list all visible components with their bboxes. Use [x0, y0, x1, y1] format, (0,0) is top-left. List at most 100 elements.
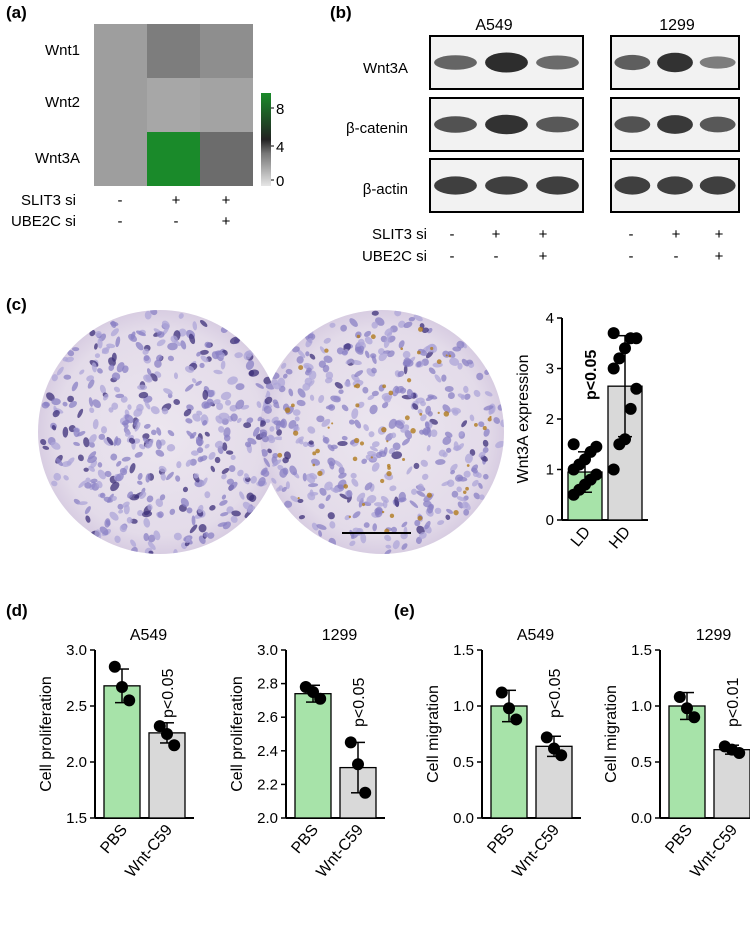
cond-label-slit3: SLIT3 si [21, 192, 76, 209]
ihc-nucleus [199, 319, 208, 327]
ihc-dab-stain [356, 334, 361, 339]
ihc-dab-stain [404, 415, 410, 421]
ihc-dab-stain [370, 456, 373, 459]
ihc-nucleus [363, 424, 369, 432]
ihc-dab-stain [343, 484, 349, 489]
ihc-nucleus [156, 339, 166, 347]
ihc-nucleus [196, 447, 204, 454]
ihc-nucleus [325, 371, 334, 380]
ihc-nucleus [134, 422, 141, 432]
ihc-nucleus [178, 313, 184, 319]
ihc-nucleus [220, 360, 226, 370]
cond-sign: + [222, 192, 231, 209]
ihc-nucleus [163, 388, 173, 395]
data-point [630, 332, 643, 345]
ihc-nucleus [363, 522, 370, 528]
ihc-nucleus [101, 347, 110, 355]
ihc-nucleus [138, 443, 146, 450]
ihc-nucleus [143, 354, 150, 362]
ihc-nucleus [119, 524, 127, 533]
ihc-nucleus [113, 386, 121, 393]
ihc-nucleus [334, 381, 343, 389]
ihc-nucleus [258, 477, 266, 487]
blot-cell-label-1299: 1299 [659, 17, 695, 34]
migration-a549-chart: 0.0 0.5 1.0 1.5 Cell migration A549 PBSWnt-C59… [425, 627, 581, 881]
ihc-dab-stain [416, 350, 421, 355]
ihc-nucleus [458, 431, 464, 437]
ihc-nucleus [235, 399, 245, 410]
ihc-nucleus [78, 501, 88, 506]
scale-tick-label-4: 4 [276, 139, 284, 156]
ihc-nucleus [340, 324, 348, 332]
ihc-nucleus [364, 336, 373, 345]
ihc-dab-stain [315, 448, 320, 454]
blot-band [485, 114, 528, 135]
ihc-nucleus [371, 367, 377, 374]
ihc-nucleus [349, 318, 358, 327]
ihc-nucleus [248, 370, 255, 377]
ihc-nucleus [167, 430, 175, 437]
ihc-nucleus [392, 540, 400, 550]
panel-label-b: (b) [330, 3, 352, 22]
ihc-nucleus [196, 410, 203, 416]
ihc-nucleus [78, 480, 87, 489]
ihc-nucleus [398, 340, 405, 349]
ihc-nucleus [417, 483, 425, 492]
ihc-nucleus [161, 320, 170, 329]
x-tick-label: PBS [97, 822, 131, 857]
bar-pbs [668, 705, 706, 819]
ihc-nucleus [99, 384, 107, 394]
ihc-nucleus [221, 494, 227, 500]
ihc-nucleus [375, 508, 383, 518]
ihc-nucleus [188, 333, 196, 345]
ihc-nucleus [206, 398, 214, 406]
ihc-dab-stain [312, 463, 316, 467]
ihc-nucleus [384, 549, 392, 554]
ihc-nucleus [173, 532, 182, 541]
bar-pbs [103, 685, 141, 819]
ihc-nucleus [298, 514, 306, 520]
ihc-nucleus [442, 350, 451, 358]
ihc-nucleus [175, 475, 181, 482]
chart-title: 1299 [322, 627, 358, 644]
ihc-nucleus [414, 519, 421, 527]
ihc-nucleus [167, 342, 178, 351]
ihc-nucleus [124, 431, 131, 437]
ihc-nucleus [279, 468, 288, 478]
ihc-nucleus [88, 441, 95, 448]
ihc-nucleus [185, 418, 193, 424]
blot-cond-label-ube2c: UBE2C si [362, 248, 427, 265]
ihc-nucleus [272, 459, 282, 467]
ihc-nucleus [213, 399, 221, 405]
heatmap-cell [200, 24, 253, 78]
ihc-nucleus [196, 351, 201, 357]
ihc-nucleus [406, 388, 414, 399]
ihc-nucleus [296, 356, 304, 364]
data-point [613, 352, 626, 365]
p-value-annotation: p<0.01 [725, 678, 742, 727]
heatmap-row-label-wnt3a: Wnt3A [35, 150, 80, 167]
ihc-nucleus [99, 526, 109, 536]
ihc-nucleus [95, 331, 102, 337]
ihc-nucleus [56, 366, 64, 376]
ihc-nucleus [186, 430, 195, 439]
ihc-nucleus [424, 421, 430, 429]
ihc-nucleus [114, 535, 121, 543]
y-tick-label: 3 [546, 361, 554, 378]
ihc-nucleus [141, 510, 153, 518]
panel-label-c: (c) [6, 295, 27, 314]
ihc-nucleus [186, 507, 193, 514]
ihc-nucleus [118, 509, 124, 514]
ihc-dab-stain [284, 407, 291, 413]
ihc-nucleus [318, 503, 325, 509]
ihc-nucleus [272, 453, 279, 459]
ihc-nucleus [165, 471, 174, 481]
ihc-dab-stain [466, 464, 470, 467]
ihc-nucleus [318, 530, 323, 537]
ihc-nucleus [288, 388, 294, 397]
ihc-nucleus [227, 376, 238, 385]
ihc-nucleus [415, 397, 425, 404]
ihc-dab-stain [277, 452, 283, 458]
ihc-nucleus [135, 330, 146, 337]
